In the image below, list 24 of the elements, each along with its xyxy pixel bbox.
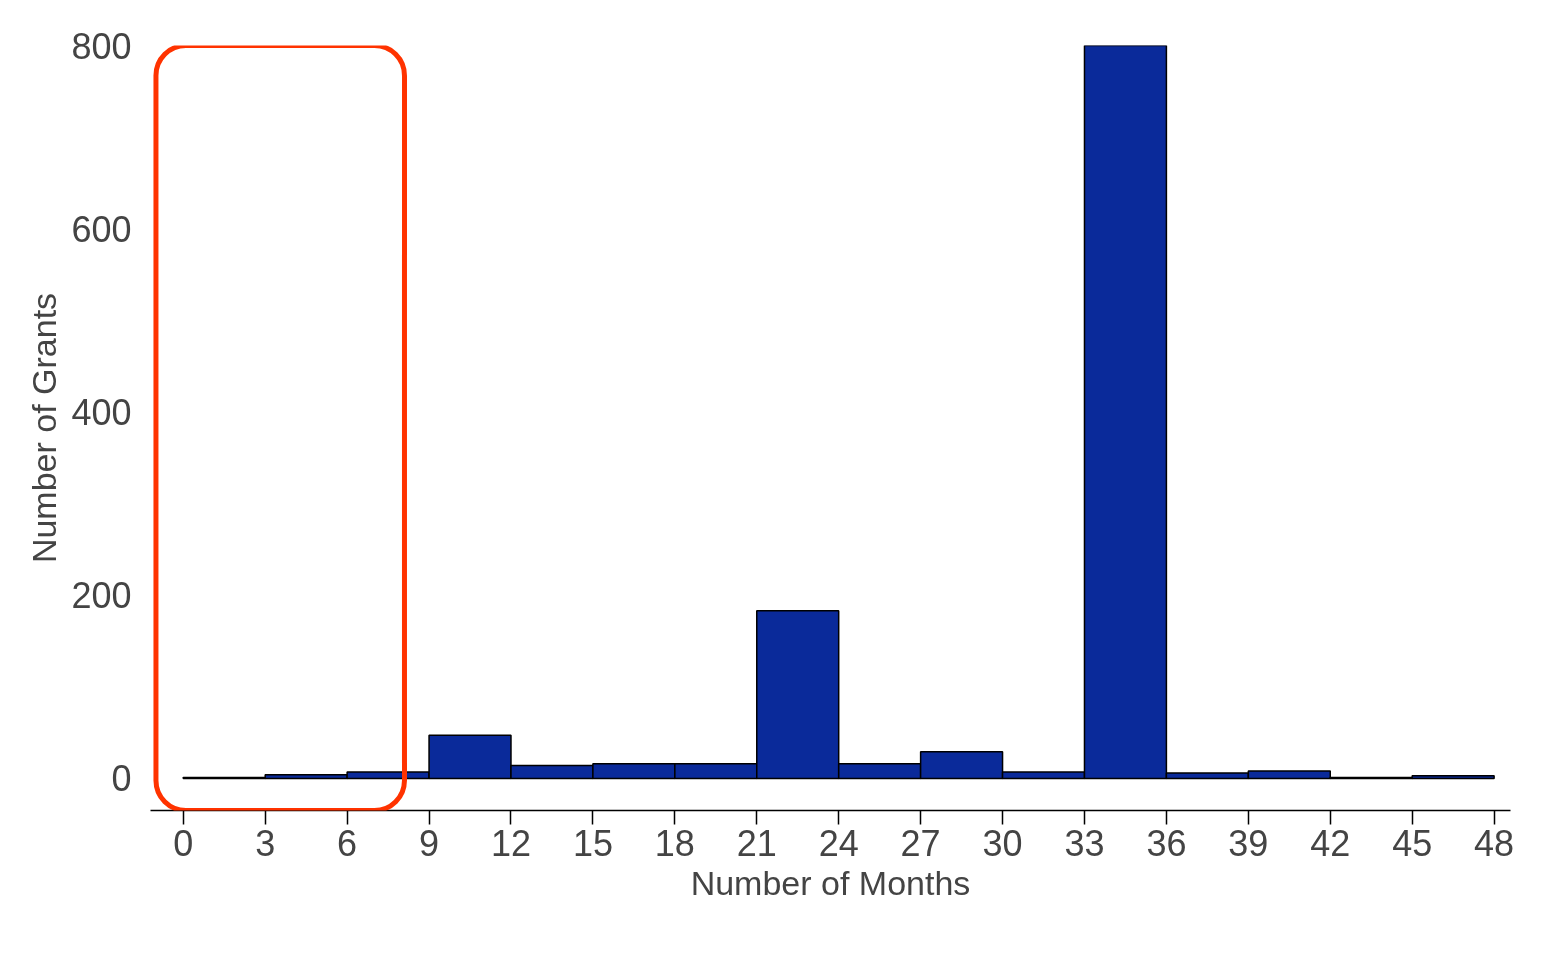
x-tick-label: 3 bbox=[255, 822, 276, 864]
x-tick-label: 36 bbox=[1146, 822, 1187, 864]
y-tick-label: 600 bbox=[71, 208, 132, 250]
x-tick-label: 27 bbox=[900, 822, 941, 864]
x-tick-label: 9 bbox=[419, 822, 440, 864]
y-tick-label: 800 bbox=[71, 25, 132, 67]
x-axis-title: Number of Months bbox=[690, 863, 971, 902]
x-tick-label: 48 bbox=[1474, 822, 1515, 864]
y-tick-label: 200 bbox=[71, 575, 132, 617]
x-tick-label: 30 bbox=[982, 822, 1023, 864]
x-tick-label: 21 bbox=[736, 822, 777, 864]
y-axis-title: Number of Grants bbox=[25, 292, 64, 564]
x-tick-label: 42 bbox=[1310, 822, 1351, 864]
x-tick-label: 12 bbox=[490, 822, 532, 864]
x-tick-label: 39 bbox=[1228, 822, 1269, 864]
y-tick-label: 0 bbox=[111, 758, 132, 800]
x-tick-label: 15 bbox=[572, 822, 613, 864]
x-tick-label: 45 bbox=[1392, 822, 1433, 864]
x-tick-label: 6 bbox=[337, 822, 358, 864]
x-tick-label: 24 bbox=[818, 822, 859, 864]
x-tick-label: 18 bbox=[654, 822, 695, 864]
x-tick-label: 33 bbox=[1064, 822, 1105, 864]
x-tick-label: 0 bbox=[173, 822, 194, 864]
y-tick-label: 400 bbox=[71, 391, 132, 433]
